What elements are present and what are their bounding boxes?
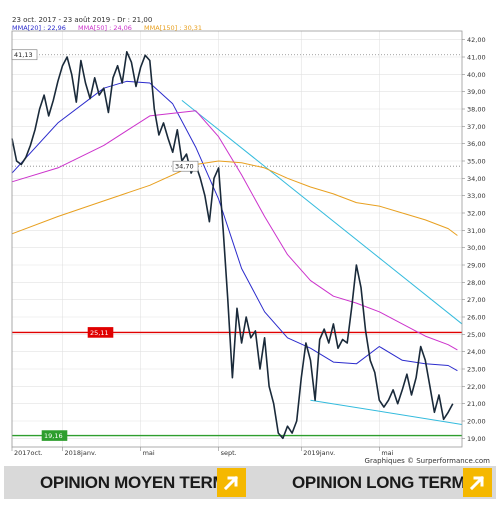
price-chart: 19,00 20,00 21,00 22,00 23,00 24,00 25,00 26,00… [0,0,500,466]
reference-label: 34,70 [175,163,194,171]
x-tick-label: 2018janv. [65,449,97,457]
y-tick-label: 19,00 [467,435,486,443]
legend-item: MMA[20] : 22,96 [12,24,66,32]
y-tick-label: 32,00 [467,210,486,218]
series-line-mma-150 [11,160,458,236]
y-tick-label: 21,00 [467,400,486,408]
y-tick-label: 25,00 [467,331,486,339]
reference-label-box [172,160,199,172]
y-tick-label: 41,00 [467,54,486,62]
series-line-mma-20 [11,80,458,372]
y-tick-label: 38,00 [467,106,486,114]
plot-frame [11,30,463,448]
y-tick-label: 37,00 [467,123,486,131]
chart-period: 23 oct. 2017 - 23 août 2019 - Dr : 21,00 [12,16,152,24]
arrow-up-right-icon [469,475,485,491]
reference-lines [12,54,462,437]
reference-label: 25,11 [90,329,109,337]
y-tick-label: 35,00 [467,158,486,166]
y-tick-label: 39,00 [467,88,486,96]
long-term-opinion-label: OPINION LONG TERME [292,472,477,492]
reference-label-box [11,49,38,61]
reference-label: 41,13 [14,51,33,59]
y-tick-label: 30,00 [467,244,486,252]
medium-term-opinion[interactable]: OPINION MOYEN TERME [40,468,238,497]
y-tick-label: 42,00 [467,36,486,44]
chart-credit: Graphiques © Surperformance.com [365,457,491,465]
reference-label-box [41,430,68,441]
y-tick-label: 20,00 [467,418,486,426]
reference-label-box [87,327,114,338]
series-line-cours [11,50,454,440]
medium-term-opinion-label: OPINION MOYEN TERME [40,472,238,492]
opinion-bar [4,466,496,499]
trendlines [181,99,463,425]
y-tick-label: 26,00 [467,314,486,322]
y-tick-label: 23,00 [467,366,486,374]
x-tick-label: 2019janv. [303,449,335,457]
series-line-mma-50 [11,110,458,351]
y-tick-label: 40,00 [467,71,486,79]
long-term-opinion[interactable]: OPINION LONG TERME [292,468,477,497]
reference-labels: 41,13 34,70 25,11 19,16 [11,49,199,441]
trendline [181,99,463,325]
y-tick-label: 28,00 [467,279,486,287]
legend: MMA[20] : 22,96 MMA[50] : 24,06 MMA[150] :… [12,24,202,32]
long-term-arrow-icon[interactable] [463,468,492,497]
y-tick-label: 33,00 [467,192,486,200]
x-tick-label: 2017oct. [14,449,43,457]
legend-item: MMA[150] : 30,31 [144,24,202,32]
series-lines [11,50,458,440]
medium-term-arrow-icon[interactable] [217,468,246,497]
chart-background [0,0,500,466]
y-tick-label: 29,00 [467,262,486,270]
y-tick-label: 24,00 [467,348,486,356]
reference-label: 19,16 [44,432,63,440]
y-tick-label: 27,00 [467,296,486,304]
y-tick-label: 34,00 [467,175,486,183]
trendline [310,399,463,425]
x-tick-label: sept. [221,449,237,457]
legend-item: MMA[50] : 24,06 [78,24,132,32]
axes: 19,00 20,00 21,00 22,00 23,00 24,00 25,00 26,00… [11,30,486,457]
x-tick-label: mai [143,449,155,457]
x-tick-label: mai [381,449,393,457]
y-tick-label: 31,00 [467,227,486,235]
y-tick-label: 36,00 [467,140,486,148]
y-tick-label: 22,00 [467,383,486,391]
arrow-up-right-icon [223,475,239,491]
